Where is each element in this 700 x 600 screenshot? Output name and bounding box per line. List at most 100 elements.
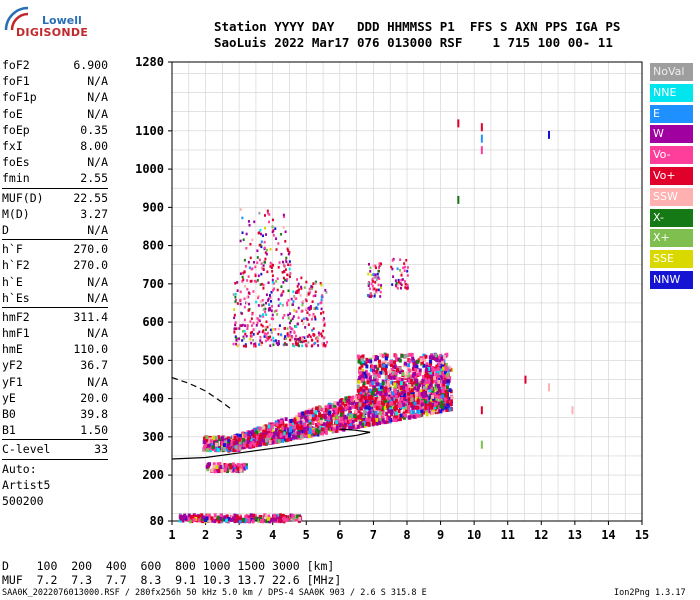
echo-point (375, 378, 379, 383)
echo-point (238, 443, 242, 448)
echo-point (279, 302, 282, 305)
echo-point (427, 378, 431, 383)
echo-point (384, 403, 388, 408)
echo-point (394, 371, 398, 375)
echo-point (425, 381, 429, 385)
echo-point (328, 410, 332, 415)
echo-point (306, 426, 310, 431)
echo-point (264, 328, 267, 332)
echo-point (378, 421, 382, 425)
echo-point (269, 328, 272, 332)
echo-point (280, 435, 284, 440)
echo-point (431, 389, 435, 393)
echo-point (238, 463, 242, 468)
echo-point (234, 323, 237, 327)
echo-point (272, 317, 275, 321)
echo-point (423, 390, 427, 395)
echo-point (367, 415, 371, 420)
echo-point (258, 231, 261, 234)
echo-point (280, 285, 283, 288)
echo-point (305, 299, 308, 303)
echo-point (281, 260, 284, 264)
echo-point (207, 514, 211, 518)
x-tick-label: 15 (635, 528, 649, 542)
echo-point (437, 379, 441, 384)
echo-point (373, 276, 376, 279)
echo-point (360, 363, 364, 368)
echo-point (233, 447, 237, 452)
echo-point (262, 303, 265, 307)
echo-point (304, 326, 307, 329)
footer-distance-row: D 100 200 400 600 800 1000 1500 3000 [km… (2, 559, 335, 573)
legend-noval: NoVal (650, 63, 693, 81)
echo-point (379, 411, 383, 416)
echo-point (258, 343, 261, 346)
echo-point (373, 357, 377, 362)
echo-point (277, 340, 280, 343)
echo-point (389, 359, 393, 364)
echo-point (260, 343, 263, 347)
echo-point (238, 519, 242, 524)
echo-point (422, 356, 426, 361)
echo-point (265, 301, 268, 305)
echo-point (426, 399, 430, 404)
echo-point (399, 383, 403, 388)
param-row: hmE 110.0 (2, 341, 108, 357)
echo-point (247, 220, 250, 223)
y-tick-label: 400 (142, 392, 164, 406)
echo-point (328, 421, 332, 426)
x-tick-label: 3 (236, 528, 243, 542)
echo-point (287, 433, 291, 438)
echo-point (375, 288, 378, 292)
echo-point (260, 304, 263, 307)
echo-point (377, 359, 381, 364)
echo-point (424, 394, 428, 398)
echo-point (379, 353, 383, 358)
echo-point (270, 338, 273, 342)
echo-point (323, 317, 326, 320)
echo-point (311, 414, 315, 419)
echo-point (277, 516, 281, 521)
echo-point (239, 324, 242, 327)
echo-point (233, 327, 236, 330)
echo-point (179, 514, 183, 519)
echo-point (287, 313, 290, 317)
echo-point (406, 269, 409, 273)
echo-point (263, 335, 266, 338)
echo-point (403, 361, 407, 366)
echo-point (270, 266, 273, 270)
echo-point (284, 423, 288, 428)
echo-point (271, 313, 274, 317)
param-value: 110.0 (73, 342, 108, 357)
echo-point (374, 275, 377, 279)
echo-point (434, 357, 438, 361)
echo-point (357, 359, 361, 364)
echo-point (364, 405, 368, 410)
echo-point (360, 379, 364, 384)
echo-point (302, 418, 306, 423)
echo-point (446, 382, 450, 386)
echo-point (433, 402, 437, 407)
echo-point (443, 371, 447, 376)
echo-point (398, 366, 402, 371)
echo-point (449, 399, 453, 404)
echo-point (359, 405, 363, 410)
echo-point (244, 332, 247, 336)
echo-point (316, 432, 320, 437)
param-value: N/A (87, 74, 108, 89)
echo-point (379, 385, 383, 390)
echo-point (434, 394, 438, 399)
echo-point (383, 420, 387, 425)
echo-point (316, 417, 320, 422)
echo-point (243, 258, 246, 262)
echo-point (422, 389, 426, 394)
echo-point (282, 225, 285, 229)
echo-point (358, 415, 362, 420)
echo-point (436, 405, 440, 410)
echo-point (406, 400, 410, 405)
echo-point (392, 364, 396, 369)
echo-point (289, 426, 293, 431)
echo-point (329, 407, 333, 412)
echo-point (371, 284, 374, 288)
echo-point (285, 256, 288, 260)
